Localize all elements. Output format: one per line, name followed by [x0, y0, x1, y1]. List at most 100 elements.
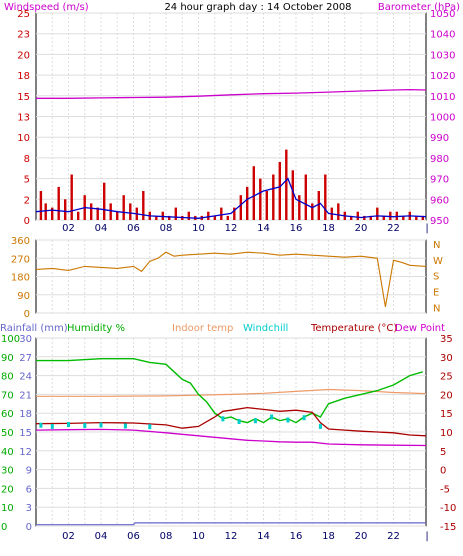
wind-direction-line [35, 251, 427, 307]
temperature-tick-label: -5 [440, 484, 450, 495]
temperature-tick-label: 35 [440, 334, 453, 345]
p3-x-tick: 16 [290, 531, 303, 542]
temperature-tick-label: -10 [440, 503, 456, 514]
windspeed-bar [213, 215, 216, 220]
humidity-tick-label: 0 [1, 522, 7, 533]
windspeed-tick-label: 23 [17, 30, 30, 41]
windspeed-bar [324, 174, 327, 220]
legend-indoor-temp: Indoor temp [172, 323, 233, 334]
rainfall-tick-label: 18 [19, 409, 32, 420]
p1-x-tick: 08 [160, 223, 173, 234]
legend-rainfall: Rainfall (mm) [0, 323, 68, 334]
windchill-point [123, 423, 127, 429]
barometer-tick-label: 1030 [430, 50, 455, 61]
temperature-tick-label: 20 [440, 390, 453, 401]
windspeed-bar [337, 203, 340, 220]
windspeed-bar [304, 174, 307, 220]
windchill-point [253, 418, 257, 424]
windspeed-bar [298, 195, 301, 220]
windspeed-bar [317, 191, 320, 220]
windchill-point [302, 415, 306, 421]
windchill-point [270, 414, 274, 420]
p1-x-tick: 18 [322, 223, 335, 234]
humidity-tick-label: 20 [1, 484, 14, 495]
windspeed-bar [57, 186, 60, 220]
p3-x-tick: 20 [355, 531, 368, 542]
wind-direction-tick-label: 0 [24, 309, 30, 320]
p1-x-end-tick: | [425, 223, 428, 234]
windspeed-bar [350, 215, 353, 220]
windspeed-bar [233, 207, 236, 220]
humidity-tick-label: 70 [1, 390, 14, 401]
p3-x-tick: 08 [160, 531, 173, 542]
rainfall-tick-label: 27 [19, 353, 32, 364]
windspeed-bar [207, 211, 210, 220]
p1-x-tick: 16 [290, 223, 303, 234]
windspeed-bar [220, 207, 223, 220]
chart-title: 24 hour graph day : 14 October 2008 [164, 2, 351, 13]
compass-tick-label: W [433, 256, 443, 267]
windspeed-bar [389, 211, 392, 220]
windspeed-bar [265, 191, 268, 220]
windspeed-bar [311, 203, 314, 220]
windspeed-tick-label: 0 [24, 216, 30, 227]
windspeed-bar [174, 207, 177, 220]
barometer-tick-label: 1020 [430, 71, 455, 82]
legend-temperature: Temperature (°C) [310, 323, 397, 334]
windchill-point [148, 424, 152, 430]
windspeed-bar [356, 211, 359, 220]
wind-direction-tick-label: 180 [11, 273, 30, 284]
windspeed-bar [116, 211, 119, 220]
windchill-point [237, 419, 241, 424]
barometer-tick-label: 1000 [430, 113, 455, 124]
windspeed-bar [90, 203, 93, 220]
windspeed-bar [51, 207, 54, 220]
p3-x-tick: 10 [192, 531, 205, 542]
windspeed-tick-label: 2 [24, 195, 30, 206]
windspeed-bar [64, 199, 67, 220]
wind-average-line [35, 177, 427, 219]
barometer-tick-label: 950 [430, 216, 449, 227]
rainfall-tick-label: 24 [19, 372, 32, 383]
windchill-point [99, 422, 103, 428]
windspeed-bar [369, 215, 372, 220]
windspeed-bar [122, 195, 125, 220]
compass-tick-label: S [433, 272, 439, 283]
windspeed-bar [402, 215, 405, 220]
rainfall-line [36, 522, 426, 526]
barometer-tick-label: 960 [430, 195, 449, 206]
p1-x-tick: 10 [192, 223, 205, 234]
barometer-line [36, 88, 427, 99]
barometer-tick-label: 970 [430, 175, 449, 186]
windchill-point [221, 416, 225, 422]
compass-tick-label: E [433, 288, 439, 299]
p3-x-tick: 06 [127, 531, 140, 542]
humidity-tick-label: 100 [1, 334, 20, 345]
windspeed-bar [44, 203, 47, 220]
p1-x-tick: 04 [95, 223, 108, 234]
rainfall-tick-label: 0 [26, 522, 32, 533]
legend-humidity: Humidity % [67, 323, 125, 334]
windspeed-bar [272, 174, 275, 220]
legend-dew-point: Dew Point [395, 323, 445, 334]
windspeed-bar [77, 211, 80, 220]
windspeed-bar [395, 211, 398, 220]
barometer-tick-label: 1010 [430, 92, 455, 103]
barometer-tick-label: 980 [430, 154, 449, 165]
temperature-tick-label: 15 [440, 409, 453, 420]
windspeed-bar [415, 215, 418, 220]
windspeed-bar [70, 174, 73, 220]
barometer-tick-label: 1050 [430, 9, 455, 20]
temperature-tick-label: 0 [440, 466, 446, 477]
compass-tick-label: N [433, 240, 440, 251]
windspeed-bar [363, 215, 366, 220]
windspeed-bar [187, 211, 190, 220]
temperature-tick-label: 25 [440, 372, 453, 383]
wind-direction-tick-label: 90 [17, 291, 30, 302]
p3-x-end-tick: | [425, 531, 428, 542]
windspeed-bar [246, 186, 249, 220]
rainfall-tick-label: 15 [19, 428, 32, 439]
humidity-tick-label: 10 [1, 503, 14, 514]
windspeed-bar [278, 162, 281, 220]
